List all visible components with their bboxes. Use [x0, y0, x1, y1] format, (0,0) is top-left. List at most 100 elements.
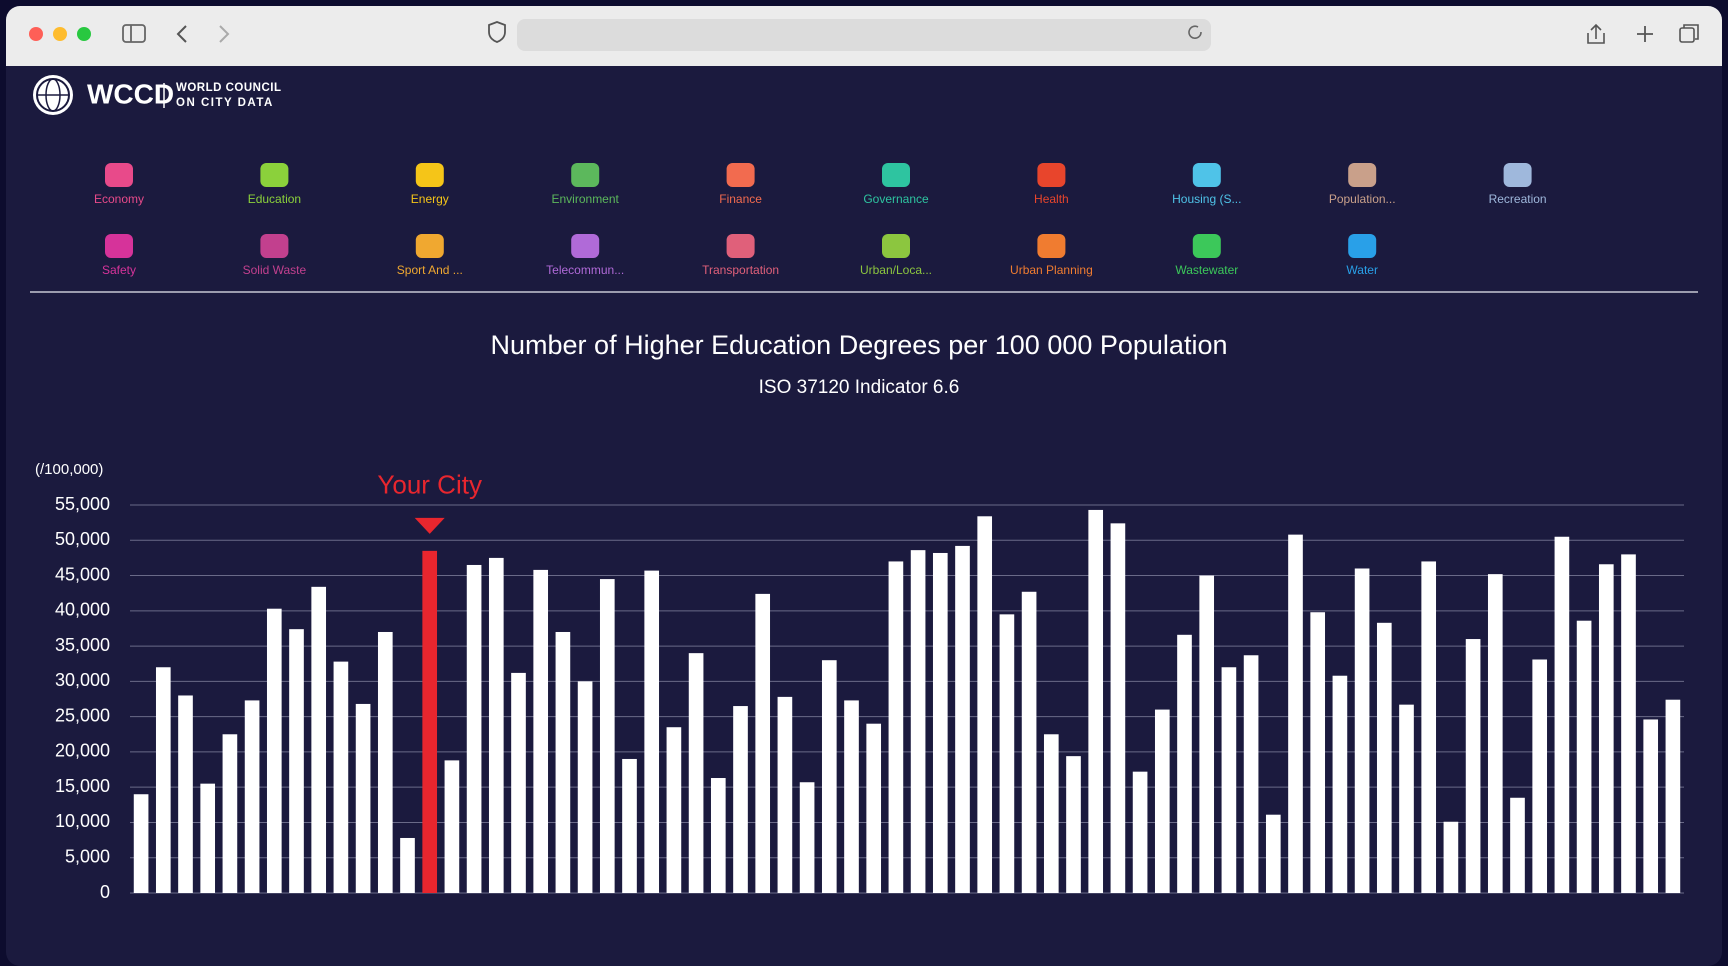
y-tick-label: 15,000 [55, 776, 110, 796]
nav-label[interactable]: Finance [719, 192, 762, 206]
bar [1066, 756, 1081, 893]
bar [799, 782, 815, 893]
bar [1132, 771, 1148, 893]
nav-icon[interactable] [260, 163, 289, 187]
bar [1554, 536, 1570, 893]
bar [444, 760, 460, 893]
bar [1421, 561, 1437, 893]
nav-label[interactable]: Energy [411, 192, 449, 206]
bar [932, 552, 948, 893]
bar [710, 778, 726, 893]
bar [999, 614, 1015, 893]
y-tick-label: 55,000 [55, 494, 110, 514]
bar [466, 564, 482, 893]
bar [821, 660, 837, 893]
highlight-label: Your City [377, 470, 482, 500]
nav-icon[interactable] [415, 163, 444, 187]
nav-icon[interactable] [1192, 234, 1221, 258]
bar [1021, 591, 1037, 893]
bar [1243, 655, 1259, 893]
nav-label[interactable]: Health [1034, 192, 1069, 206]
bar [555, 631, 571, 893]
nav-icon[interactable] [571, 163, 600, 187]
bar [1598, 564, 1614, 893]
nav-label[interactable]: Telecommun... [546, 263, 624, 277]
bar [866, 723, 882, 893]
bar [222, 734, 238, 893]
reload-button[interactable] [1188, 25, 1202, 39]
chart-title: Number of Higher Education Degrees per 1… [491, 330, 1228, 360]
forward-button[interactable] [219, 25, 230, 43]
bar [1354, 568, 1370, 893]
bar [599, 579, 615, 893]
nav-label[interactable]: Urban/Loca... [860, 263, 932, 277]
bar [1376, 622, 1392, 893]
share-button[interactable] [1587, 23, 1605, 44]
bar [1332, 675, 1348, 893]
nav-icon[interactable] [1348, 234, 1377, 258]
close-button[interactable] [29, 27, 43, 41]
address-bar[interactable] [517, 19, 1211, 51]
highlight-marker [414, 517, 445, 534]
bar [533, 569, 549, 893]
privacy-icon[interactable] [488, 21, 506, 43]
y-axis-label: (/100,000) [35, 461, 103, 478]
nav-label[interactable]: Recreation [1489, 192, 1547, 206]
nav-icon[interactable] [726, 163, 755, 187]
bar [1665, 699, 1681, 893]
nav-icon[interactable] [105, 163, 133, 187]
nav-icon[interactable] [1503, 163, 1532, 187]
nav-label[interactable]: Sport And ... [397, 263, 463, 277]
nav-icon[interactable] [726, 234, 755, 258]
nav-label[interactable]: Population... [1329, 192, 1396, 206]
zoom-button[interactable] [77, 27, 91, 41]
nav-label[interactable]: Transportation [702, 263, 779, 277]
bar [955, 545, 970, 893]
bar [1576, 620, 1592, 893]
minimize-button[interactable] [53, 27, 67, 41]
nav-icon[interactable] [105, 234, 133, 258]
y-tick-label: 25,000 [55, 705, 110, 725]
nav-icon[interactable] [882, 234, 910, 258]
bar [266, 608, 282, 893]
nav-label[interactable]: Solid Waste [243, 263, 307, 277]
bar [400, 837, 415, 893]
back-button[interactable] [176, 25, 187, 43]
bar [1399, 704, 1414, 893]
bar [977, 516, 993, 893]
nav-label[interactable]: Housing (S... [1172, 192, 1241, 206]
nav-icon[interactable] [882, 163, 910, 187]
nav-label[interactable]: Environment [552, 192, 620, 206]
bar [733, 706, 748, 893]
chart-subtitle: ISO 37120 Indicator 6.6 [759, 377, 960, 398]
tabs-button-back [1683, 24, 1699, 40]
y-tick-label: 35,000 [55, 635, 110, 655]
nav-icon[interactable] [1192, 163, 1221, 187]
nav-label[interactable]: Urban Planning [1010, 263, 1093, 277]
nav-icon[interactable] [260, 234, 289, 258]
nav-label[interactable]: Wastewater [1175, 263, 1238, 277]
nav-label[interactable]: Safety [102, 263, 136, 277]
nav-icon[interactable] [415, 234, 444, 258]
y-tick-label: 5,000 [65, 846, 110, 866]
nav-icon[interactable] [1348, 163, 1377, 187]
nav-icon[interactable] [1037, 163, 1066, 187]
bar [200, 783, 216, 893]
bar [1643, 719, 1659, 893]
nav-label[interactable]: Education [248, 192, 301, 206]
bar [289, 629, 304, 893]
bar [910, 550, 926, 893]
bar [844, 700, 859, 893]
nav-icon[interactable] [1037, 234, 1066, 258]
bar [1265, 814, 1281, 893]
nav-icon[interactable] [571, 234, 600, 258]
nav-label[interactable]: Water [1346, 263, 1378, 277]
nav-label[interactable]: Governance [863, 192, 929, 206]
tabs-button[interactable] [1679, 27, 1695, 43]
new-tab-button[interactable] [1637, 26, 1653, 42]
org-name-line: WORLD COUNCIL [176, 82, 282, 94]
nav-label[interactable]: Economy [94, 192, 144, 206]
sidebar-button[interactable] [122, 24, 146, 43]
